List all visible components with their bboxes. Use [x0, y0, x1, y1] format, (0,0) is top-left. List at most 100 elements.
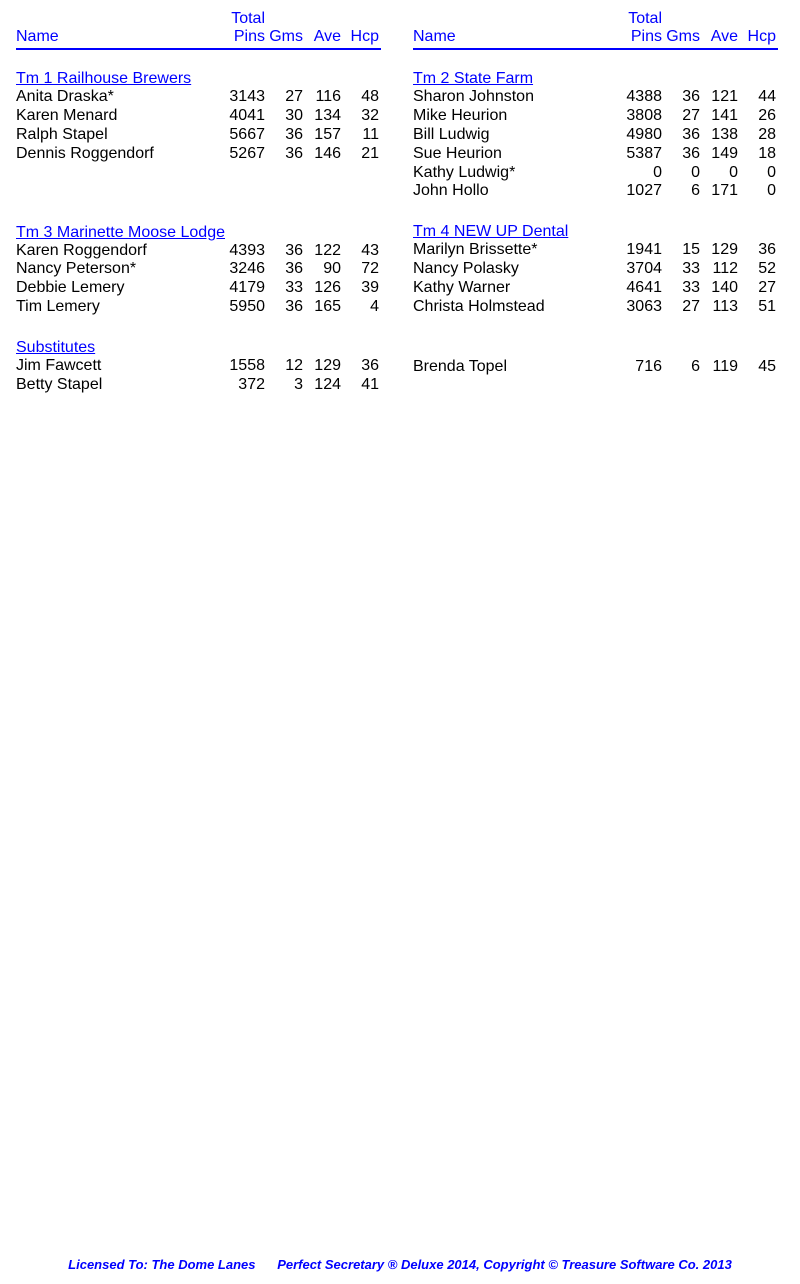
player-hcp: 44 [738, 88, 776, 107]
team-block: Tm 3 Marinette Moose Lodge Karen Roggend… [16, 224, 381, 318]
player-pins: 1941 [617, 241, 662, 260]
player-hcp: 39 [341, 279, 379, 298]
subs-title[interactable]: Substitutes [16, 339, 381, 357]
team-title[interactable]: Tm 4 NEW UP Dental [413, 223, 778, 241]
player-row: Karen Roggendorf43933612243 [16, 242, 381, 261]
player-gms: 27 [662, 107, 700, 126]
player-ave: 157 [303, 126, 341, 145]
player-ave: 113 [700, 298, 738, 317]
header-name: Name [16, 10, 220, 46]
player-name: Kathy Ludwig* [413, 164, 617, 183]
player-row: Anita Draska*31432711648 [16, 88, 381, 107]
player-ave: 126 [303, 279, 341, 298]
player-row: Kathy Ludwig*0000 [413, 164, 778, 183]
player-name: Dennis Roggendorf [16, 145, 220, 164]
player-gms: 36 [265, 126, 303, 145]
player-hcp: 72 [341, 260, 379, 279]
column-header-left: Name TotalPins Gms Ave Hcp [16, 10, 381, 50]
player-hcp: 21 [341, 145, 379, 164]
player-ave: 124 [303, 376, 341, 395]
player-gms: 27 [265, 88, 303, 107]
subs-block: Substitutes Jim Fawcett15581212936Betty … [16, 339, 381, 395]
player-ave: 90 [303, 260, 341, 279]
player-pins: 4393 [220, 242, 265, 261]
footer-licensed: Licensed To: The Dome Lanes [68, 1257, 255, 1272]
player-hcp: 45 [738, 358, 776, 377]
player-row: Dennis Roggendorf52673614621 [16, 145, 381, 164]
player-gms: 36 [662, 145, 700, 164]
player-hcp: 4 [341, 298, 379, 317]
player-hcp: 52 [738, 260, 776, 279]
player-gms: 3 [265, 376, 303, 395]
player-pins: 5667 [220, 126, 265, 145]
player-ave: 129 [303, 357, 341, 376]
player-pins: 0 [617, 164, 662, 183]
player-ave: 112 [700, 260, 738, 279]
player-hcp: 18 [738, 145, 776, 164]
header-hcp: Hcp [341, 10, 379, 46]
player-gms: 33 [662, 279, 700, 298]
player-row: Brenda Topel716611945 [413, 358, 778, 377]
player-gms: 6 [662, 358, 700, 377]
team-title[interactable]: Tm 1 Railhouse Brewers [16, 70, 381, 88]
player-gms: 36 [662, 126, 700, 145]
player-pins: 4041 [220, 107, 265, 126]
player-name: Karen Roggendorf [16, 242, 220, 261]
player-ave: 149 [700, 145, 738, 164]
player-name: Nancy Polasky [413, 260, 617, 279]
player-gms: 33 [662, 260, 700, 279]
player-name: Mike Heurion [413, 107, 617, 126]
player-hcp: 48 [341, 88, 379, 107]
header-gms: Gms [662, 10, 700, 46]
player-pins: 1558 [220, 357, 265, 376]
player-hcp: 26 [738, 107, 776, 126]
player-hcp: 0 [738, 182, 776, 201]
player-hcp: 11 [341, 126, 379, 145]
team-title[interactable]: Tm 2 State Farm [413, 70, 778, 88]
player-hcp: 36 [738, 241, 776, 260]
player-hcp: 0 [738, 164, 776, 183]
player-gms: 15 [662, 241, 700, 260]
player-name: Debbie Lemery [16, 279, 220, 298]
header-name: Name [413, 10, 617, 46]
team-title[interactable]: Tm 3 Marinette Moose Lodge [16, 224, 381, 242]
player-row: Nancy Peterson*3246369072 [16, 260, 381, 279]
player-pins: 372 [220, 376, 265, 395]
player-row: Mike Heurion38082714126 [413, 107, 778, 126]
player-pins: 3143 [220, 88, 265, 107]
player-gms: 0 [662, 164, 700, 183]
player-pins: 1027 [617, 182, 662, 201]
player-pins: 3063 [617, 298, 662, 317]
player-hcp: 28 [738, 126, 776, 145]
player-ave: 119 [700, 358, 738, 377]
player-ave: 138 [700, 126, 738, 145]
player-gms: 6 [662, 182, 700, 201]
player-ave: 122 [303, 242, 341, 261]
player-name: Anita Draska* [16, 88, 220, 107]
player-row: Christa Holmstead30632711351 [413, 298, 778, 317]
player-gms: 36 [662, 88, 700, 107]
player-pins: 4179 [220, 279, 265, 298]
player-name: Bill Ludwig [413, 126, 617, 145]
player-name: Sue Heurion [413, 145, 617, 164]
player-row: Bill Ludwig49803613828 [413, 126, 778, 145]
player-pins: 4980 [617, 126, 662, 145]
player-gms: 12 [265, 357, 303, 376]
team-block: Tm 2 State Farm Sharon Johnston438836121… [413, 70, 778, 201]
player-row: Sharon Johnston43883612144 [413, 88, 778, 107]
player-row: Karen Menard40413013432 [16, 107, 381, 126]
player-name: Marilyn Brissette* [413, 241, 617, 260]
player-hcp: 32 [341, 107, 379, 126]
player-pins: 4641 [617, 279, 662, 298]
player-name: Kathy Warner [413, 279, 617, 298]
player-name: Tim Lemery [16, 298, 220, 317]
page-body: Name TotalPins Gms Ave Hcp Tm 1 Railhous… [0, 0, 800, 417]
player-row: Marilyn Brissette*19411512936 [413, 241, 778, 260]
player-pins: 3246 [220, 260, 265, 279]
player-row: Debbie Lemery41793312639 [16, 279, 381, 298]
header-pins: TotalPins [220, 10, 265, 46]
player-pins: 3704 [617, 260, 662, 279]
team-block: Tm 1 Railhouse Brewers Anita Draska*3143… [16, 70, 381, 164]
player-pins: 5387 [617, 145, 662, 164]
player-gms: 36 [265, 298, 303, 317]
